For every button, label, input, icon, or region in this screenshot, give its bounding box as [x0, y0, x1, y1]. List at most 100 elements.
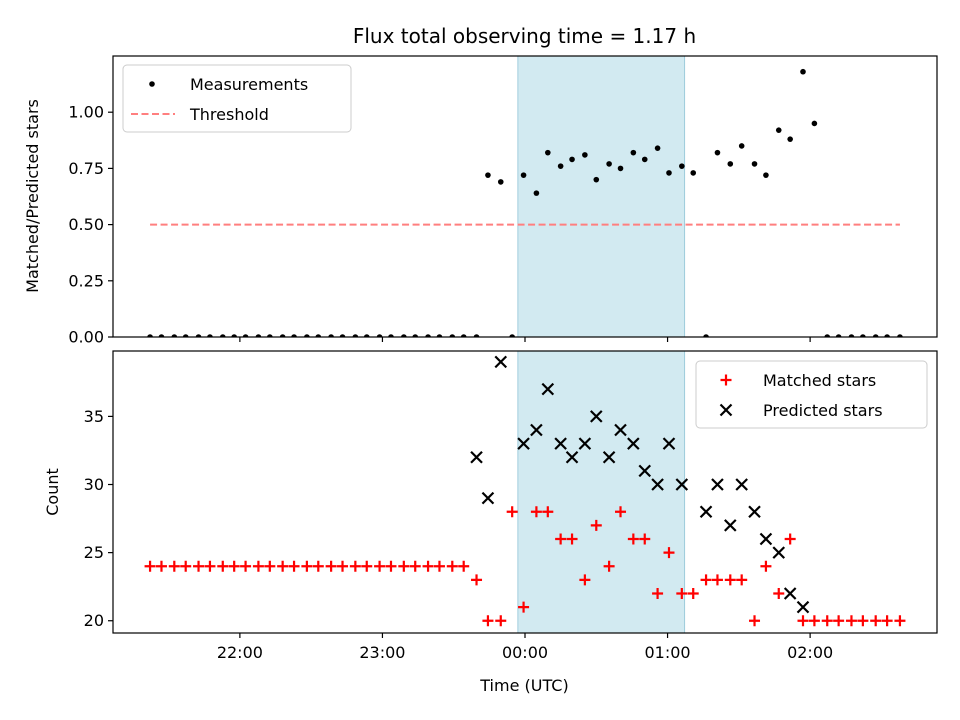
- measurement-point: [195, 334, 202, 337]
- matched-stars-point: [374, 560, 386, 572]
- measurement-point: [751, 161, 758, 167]
- legend-matched-marker: [720, 374, 732, 386]
- measurement-point: [485, 172, 491, 178]
- matched-stars-point: [736, 574, 748, 586]
- matched-stars-point: [288, 560, 300, 572]
- top-y-tick-label: 0.00: [68, 328, 104, 347]
- measurement-point: [824, 334, 831, 337]
- measurement-point: [279, 334, 286, 337]
- matched-stars-point: [845, 615, 857, 627]
- matched-stars-point: [240, 560, 252, 572]
- measurement-point: [630, 149, 637, 156]
- measurement-point: [182, 334, 189, 337]
- predicted-stars-point: [470, 450, 483, 464]
- predicted-stars-point: [651, 478, 664, 491]
- measurement-point: [775, 127, 782, 133]
- measurement-point: [219, 334, 226, 337]
- top-y-tick-label: 0.50: [68, 215, 104, 234]
- predicted-stars-point: [554, 437, 567, 450]
- matched-stars-point: [881, 615, 893, 627]
- matched-stars-point: [627, 533, 639, 545]
- top-y-tick-label: 0.25: [68, 271, 104, 290]
- bottom-series-matched-stars: [144, 506, 906, 627]
- measurement-point: [811, 120, 818, 127]
- measurement-point: [593, 176, 600, 183]
- matched-stars-point: [144, 560, 156, 572]
- measurement-point: [557, 163, 564, 169]
- legend-measurements-marker: [149, 81, 155, 87]
- predicted-stars-point: [602, 450, 616, 464]
- predicted-stars-point: [614, 423, 627, 437]
- predicted-stars-point: [494, 355, 508, 369]
- legend-predicted-marker: [719, 403, 733, 417]
- predicted-stars-point: [711, 478, 724, 491]
- predicted-stars-point: [590, 410, 603, 423]
- matched-stars-point: [204, 560, 216, 572]
- legend-measurements-label: Measurements: [190, 75, 308, 94]
- measurement-point: [703, 334, 709, 337]
- measurement-point: [787, 136, 793, 142]
- measurement-point: [291, 334, 297, 337]
- measurement-point: [267, 334, 273, 337]
- measurement-point: [569, 156, 575, 163]
- measurement-point: [436, 334, 443, 337]
- measurement-point: [412, 334, 419, 337]
- matched-stars-point: [724, 574, 736, 586]
- measurement-point: [388, 334, 394, 337]
- measurement-point: [848, 334, 855, 337]
- measurement-point: [328, 334, 334, 337]
- legend-box: [695, 360, 928, 429]
- measurement-point: [473, 334, 480, 337]
- matched-stars-point: [652, 587, 664, 599]
- top-shaded-interval: [517, 55, 686, 338]
- predicted-stars-point: [759, 532, 773, 546]
- legend-box: [122, 64, 352, 133]
- measurement-point: [860, 334, 866, 337]
- matched-stars-point: [821, 615, 833, 627]
- measurement-point: [449, 334, 456, 337]
- measurement-point: [255, 334, 262, 337]
- measurement-point: [738, 143, 745, 149]
- x-axis-label: Time (UTC): [479, 676, 568, 695]
- matched-stars-point: [711, 574, 723, 586]
- measurement-point: [763, 172, 769, 178]
- predicted-stars-point: [699, 505, 713, 519]
- matched-stars-point: [398, 560, 410, 572]
- measurement-point: [617, 165, 624, 172]
- bottom-panel: 20 25 30 35 22:00 23:00 00:00 01:00 02:00 Matched…: [84, 350, 938, 662]
- measurement-point: [533, 190, 540, 196]
- matched-stars-point: [615, 506, 627, 518]
- matched-stars-point: [797, 615, 809, 627]
- measurement-point: [497, 179, 504, 185]
- matched-stars-point: [446, 560, 458, 572]
- matched-stars-point: [458, 560, 470, 572]
- matched-stars-point: [361, 560, 373, 572]
- matched-stars-point: [337, 560, 349, 572]
- measurement-point: [545, 149, 551, 156]
- matched-stars-point: [566, 533, 578, 545]
- matched-stars-point: [663, 547, 675, 559]
- predicted-stars-point: [481, 491, 495, 505]
- top-y-tick-label: 1.00: [68, 103, 104, 122]
- matched-stars-point: [555, 533, 567, 545]
- predicted-stars-point: [541, 382, 555, 396]
- bottom-y-axis-label: Count: [43, 468, 62, 516]
- predicted-stars-point: [662, 437, 676, 450]
- matched-stars-point: [676, 587, 688, 599]
- measurement-point: [641, 156, 648, 163]
- measurement-point: [147, 334, 153, 337]
- bottom-legend: Matched stars Predicted stars: [695, 360, 928, 429]
- measurement-point: [352, 334, 359, 337]
- matched-stars-point: [506, 506, 518, 518]
- predicted-stars-point: [724, 519, 737, 532]
- bottom-x-tick-label: 01:00: [645, 643, 691, 662]
- measurement-point: [727, 161, 734, 167]
- matched-stars-point: [590, 519, 602, 531]
- matched-stars-point: [894, 615, 906, 627]
- measurement-point: [425, 334, 431, 337]
- matched-stars-point: [495, 615, 507, 627]
- matched-stars-point: [579, 574, 591, 586]
- legend-predicted-label: Predicted stars: [763, 401, 883, 420]
- matched-stars-point: [433, 560, 445, 572]
- measurement-point: [304, 334, 310, 337]
